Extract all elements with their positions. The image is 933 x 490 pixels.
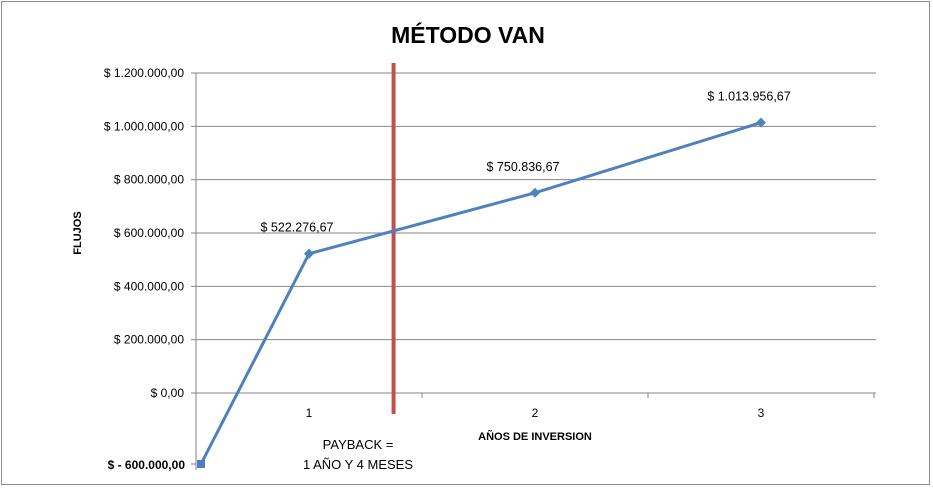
payback-annotation-line-2: 1 AÑO Y 4 MESES <box>303 457 413 472</box>
y-tick-label: $ 600.000,00 <box>114 226 184 240</box>
data-point <box>756 117 766 128</box>
y-tick-label: $ 1.000.000,00 <box>104 119 184 133</box>
data-label: $ 1.013.956,67 <box>707 90 790 104</box>
y-tick-label: $ 0,00 <box>151 386 185 400</box>
data-point <box>304 248 314 259</box>
data-labels: $ 522.276,67 $ 750.836,67 $ 1.013.956,67 <box>261 90 791 235</box>
x-tick-label: 2 <box>532 406 539 420</box>
data-label: $ 750.836,67 <box>487 160 560 174</box>
x-tick-label: 1 <box>306 406 313 420</box>
data-label: $ 522.276,67 <box>261 221 334 235</box>
series-line <box>199 121 762 465</box>
y-tick-labels: $ 0,00 $ 200.000,00 $ 400.000,00 $ 600.000,… <box>104 66 184 400</box>
x-axis-title: AÑOS DE INVERSION <box>478 430 592 443</box>
y-tick-label: $ 400.000,00 <box>114 279 184 293</box>
data-point <box>530 187 540 198</box>
x-tick-labels: 1 2 3 <box>306 406 765 420</box>
data-points <box>197 117 766 468</box>
y-tick-label: $ 200.000,00 <box>114 333 184 347</box>
y-tick-label: $ 800.000,00 <box>114 173 184 187</box>
data-point <box>197 460 205 468</box>
payback-annotation-line-1: PAYBACK = <box>323 437 394 452</box>
chart-title: MÉTODO VAN <box>391 21 545 48</box>
gridlines <box>196 72 876 341</box>
y-tick-label: $ 1.200.000,00 <box>104 66 184 80</box>
y-axis-title: FLUJOS <box>72 211 84 254</box>
y-min-label: $ - 600.000,00 <box>108 458 186 472</box>
x-tick-label: 3 <box>758 406 765 420</box>
axes <box>191 72 876 470</box>
